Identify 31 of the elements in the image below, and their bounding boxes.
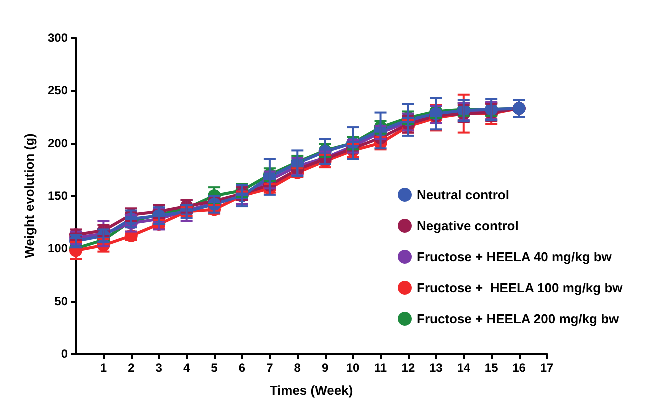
x-tick-label: 1	[100, 361, 108, 375]
x-tick-label: 10	[346, 361, 360, 375]
legend-label: Fructose + HEELA 40 mg/kg bw	[417, 250, 613, 264]
x-tick-label: 8	[294, 361, 302, 375]
x-tick-label: 13	[429, 361, 444, 375]
x-tick-label: 17	[540, 361, 554, 375]
y-axis-title: Weight evolution (g)	[22, 134, 37, 258]
x-tick-label: 5	[211, 361, 218, 375]
x-tick-label: 16	[512, 361, 526, 375]
y-tick-label: 200	[48, 136, 68, 150]
y-tick-label: 50	[54, 294, 68, 308]
x-tick-label: 12	[402, 361, 416, 375]
x-tick-label: 14	[457, 361, 471, 375]
y-tick-label: 150	[48, 189, 68, 203]
y-tick-label: 100	[48, 242, 68, 256]
y-tick-label: 0	[61, 347, 68, 361]
x-tick-label: 3	[156, 361, 163, 375]
legend-label: Negative control	[417, 218, 519, 234]
legend-label: Fructose + HEELA 200 mg/kg bw	[417, 312, 620, 326]
legend-label: Neutral control	[417, 188, 510, 202]
x-tick-label: 15	[484, 361, 499, 375]
x-tick-label: 11	[374, 361, 388, 375]
y-tick-label: 300	[48, 31, 68, 45]
x-tick-label: 9	[322, 361, 330, 375]
legend-label: Fructose + HEELA 100 mg/kg bw	[417, 280, 624, 296]
x-tick-label: 7	[266, 361, 274, 375]
x-tick-label: 2	[128, 361, 136, 375]
y-tick-label: 250	[48, 84, 68, 98]
x-tick-label: 4	[183, 361, 190, 375]
x-tick-label: 6	[238, 361, 246, 375]
x-axis-title: Times (Week)	[270, 383, 354, 398]
